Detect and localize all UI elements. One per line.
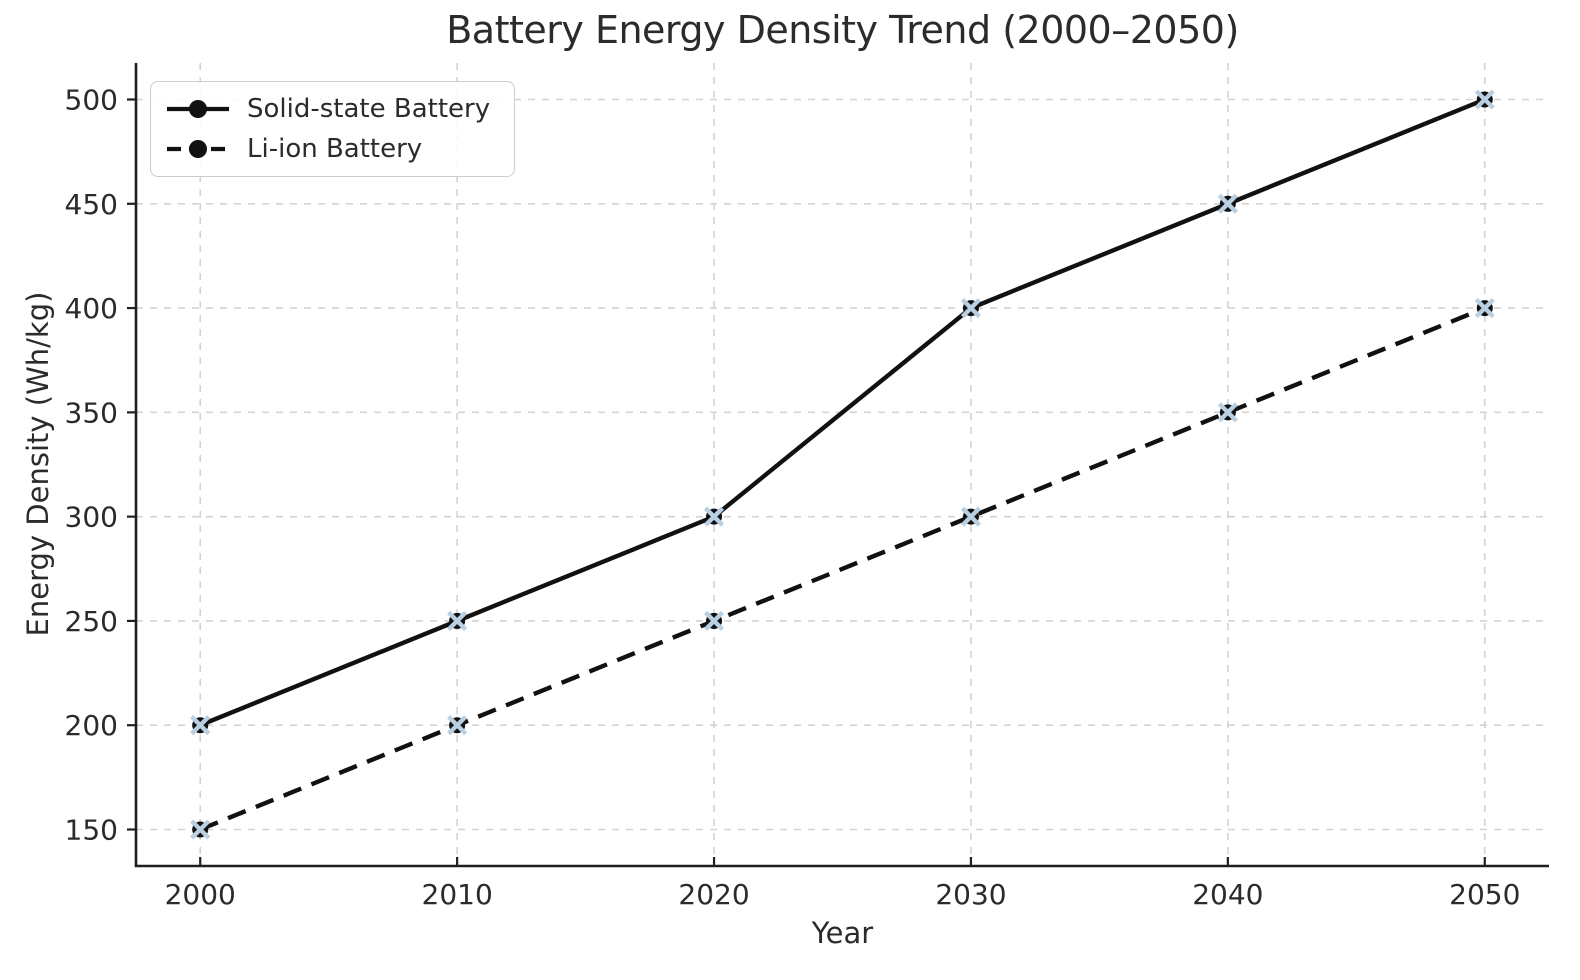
series-line-0: [199, 97, 1486, 728]
y-tick-label: 300: [65, 501, 118, 534]
data-point-x-mark: [703, 610, 725, 631]
legend-entry-li-ion: Li-ion Battery: [165, 134, 490, 164]
y-tick-label: 450: [65, 188, 118, 221]
data-point-x-mark: [1217, 402, 1238, 423]
data-point-x-mark: [960, 506, 982, 527]
legend-dashed-line-swatch: [167, 140, 229, 158]
y-axis-label: Energy Density (Wh/kg): [21, 291, 55, 637]
data-point-x-mark: [447, 610, 468, 631]
legend-solid-line-swatch: [167, 100, 229, 118]
legend-entry-solid-state: Solid-state Battery: [165, 94, 490, 124]
legend-label-li-ion: Li-ion Battery: [247, 134, 423, 164]
y-tick-label: 200: [65, 709, 118, 742]
y-tick-label: 150: [65, 814, 118, 847]
x-axis-label: Year: [811, 916, 874, 950]
legend-label-solid-state: Solid-state Battery: [247, 94, 491, 124]
y-tick-label: 400: [65, 292, 118, 325]
legend: Solid-state Battery Li-ion Battery: [150, 81, 516, 177]
y-tick-label: 250: [65, 605, 118, 638]
y-tick-label: 350: [65, 396, 118, 429]
chart-title: Battery Energy Density Trend (2000–2050): [446, 8, 1239, 52]
data-point-x-mark: [960, 298, 982, 319]
y-tick-label: 500: [65, 84, 118, 117]
x-tick-label: 2040: [1192, 878, 1263, 911]
data-point-x-mark: [447, 715, 468, 736]
series-line-1: [199, 306, 1486, 832]
x-tick-label: 2010: [422, 878, 493, 911]
data-point-x-mark: [190, 715, 211, 736]
data-point-x-mark: [703, 506, 725, 527]
data-point-x-mark: [1474, 89, 1495, 110]
data-point-x-mark: [1217, 193, 1238, 214]
data-point-x-mark: [190, 819, 211, 840]
x-tick-label: 2050: [1449, 878, 1520, 911]
x-tick-label: 2030: [935, 878, 1006, 911]
data-point-x-mark: [1474, 298, 1495, 319]
x-tick-label: 2020: [678, 878, 749, 911]
x-tick-label: 2000: [165, 878, 236, 911]
